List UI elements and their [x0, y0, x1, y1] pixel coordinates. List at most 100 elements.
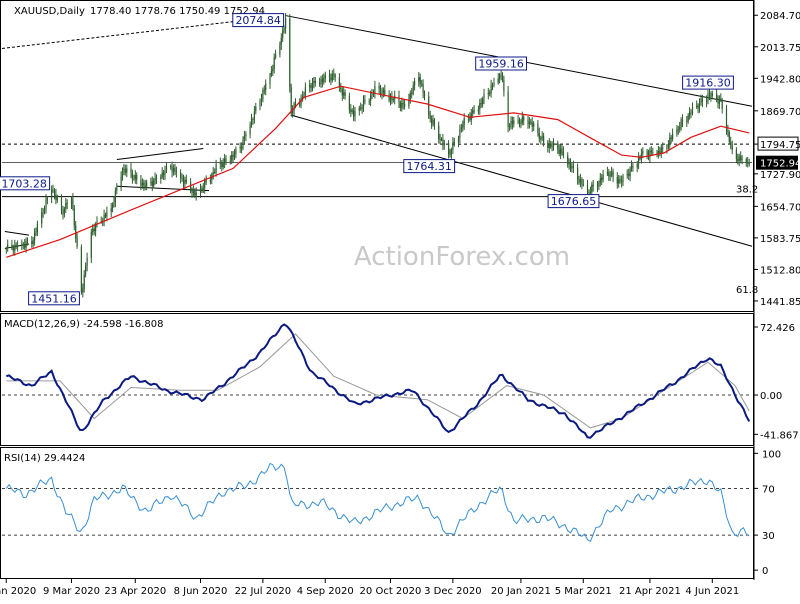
candle-body [490, 85, 492, 94]
candle [292, 105, 294, 118]
candle-body [201, 188, 203, 190]
candle-body [698, 103, 701, 109]
candle-body [551, 145, 553, 147]
candle [214, 168, 216, 175]
candle-body [622, 175, 624, 183]
candle [480, 97, 482, 108]
candle-body [662, 147, 664, 149]
annotation-2074-84: 2074.84 [232, 13, 285, 28]
candle [354, 106, 356, 122]
candle-body [180, 172, 182, 179]
candle-body [392, 99, 394, 101]
candle [52, 184, 54, 193]
early-upper-line [4, 231, 30, 236]
candle [711, 90, 713, 100]
candle [66, 199, 68, 210]
candle-body [681, 119, 684, 122]
annotation-box [232, 13, 285, 28]
candle [31, 236, 33, 248]
candle-body [181, 178, 183, 180]
candle [689, 107, 691, 120]
candle-body [53, 190, 56, 195]
early-lower-line [4, 243, 30, 249]
candle-body [557, 142, 559, 150]
candle-body [567, 155, 569, 165]
candle-body [229, 160, 231, 162]
candle-body [100, 221, 102, 222]
candle-body [384, 89, 386, 95]
candle [716, 88, 718, 103]
candle [460, 123, 462, 133]
candle [17, 240, 19, 252]
candle-body [381, 92, 383, 95]
candle-body [192, 190, 194, 193]
candle-body [292, 110, 294, 114]
candle [452, 137, 454, 154]
candle [270, 66, 272, 78]
candle [320, 75, 322, 88]
candle-body [252, 119, 254, 121]
candle [126, 164, 128, 178]
candle-body [36, 223, 38, 233]
sma-line [6, 85, 750, 258]
channel-bottom-line [291, 114, 753, 247]
candle-body [440, 139, 443, 141]
candle [353, 105, 355, 122]
candle-body [126, 168, 128, 173]
candle [378, 82, 380, 95]
candle-body [748, 162, 750, 165]
candle [384, 84, 386, 97]
rsi-line [5, 462, 750, 543]
candle-body [589, 191, 591, 193]
price-panel-title: XAUUSD,Daily 1778.40 1778.76 1750.49 175… [14, 6, 265, 17]
candle [321, 74, 323, 88]
candle-body [321, 79, 323, 83]
candle-body [83, 274, 85, 289]
watermark: ActionForex.com [354, 242, 570, 272]
candle-body [121, 169, 124, 177]
candle [453, 137, 455, 147]
candle-body [133, 178, 135, 180]
candle-body [738, 156, 740, 161]
last-price-label: 1752.94 [760, 159, 800, 170]
candle [510, 116, 512, 130]
candle [557, 140, 559, 154]
candle [153, 178, 155, 189]
candle-body [642, 151, 644, 154]
candle-body [95, 224, 97, 232]
candle-body [320, 79, 322, 84]
candle-body [313, 80, 315, 83]
candle-body [282, 30, 284, 38]
candle-body [150, 181, 152, 183]
candle [636, 160, 638, 173]
candle [180, 169, 182, 184]
candle-body [293, 103, 295, 111]
candle-body [477, 109, 479, 112]
candle [311, 77, 314, 92]
candle-body [660, 147, 662, 154]
candle [96, 216, 98, 228]
candle [194, 188, 196, 198]
candle-body [511, 121, 513, 125]
candle-body [32, 240, 34, 244]
candle [53, 188, 56, 200]
candle [698, 98, 701, 113]
candle-body [21, 244, 23, 246]
candle-body [402, 102, 404, 105]
candle-body [680, 119, 682, 128]
candle [360, 102, 362, 111]
candle-body [423, 92, 426, 97]
candle-body [601, 178, 603, 180]
candle [448, 140, 450, 159]
candle-body [144, 185, 146, 187]
rsi-panel-frame [0, 447, 754, 579]
candle [85, 262, 87, 278]
candle-body [90, 232, 92, 258]
candle-body [26, 241, 29, 243]
candle-body [527, 120, 529, 124]
candle-body [378, 86, 380, 90]
candle [479, 99, 481, 115]
candle-body [86, 257, 88, 266]
candle-body [560, 148, 562, 154]
candle [718, 95, 720, 109]
